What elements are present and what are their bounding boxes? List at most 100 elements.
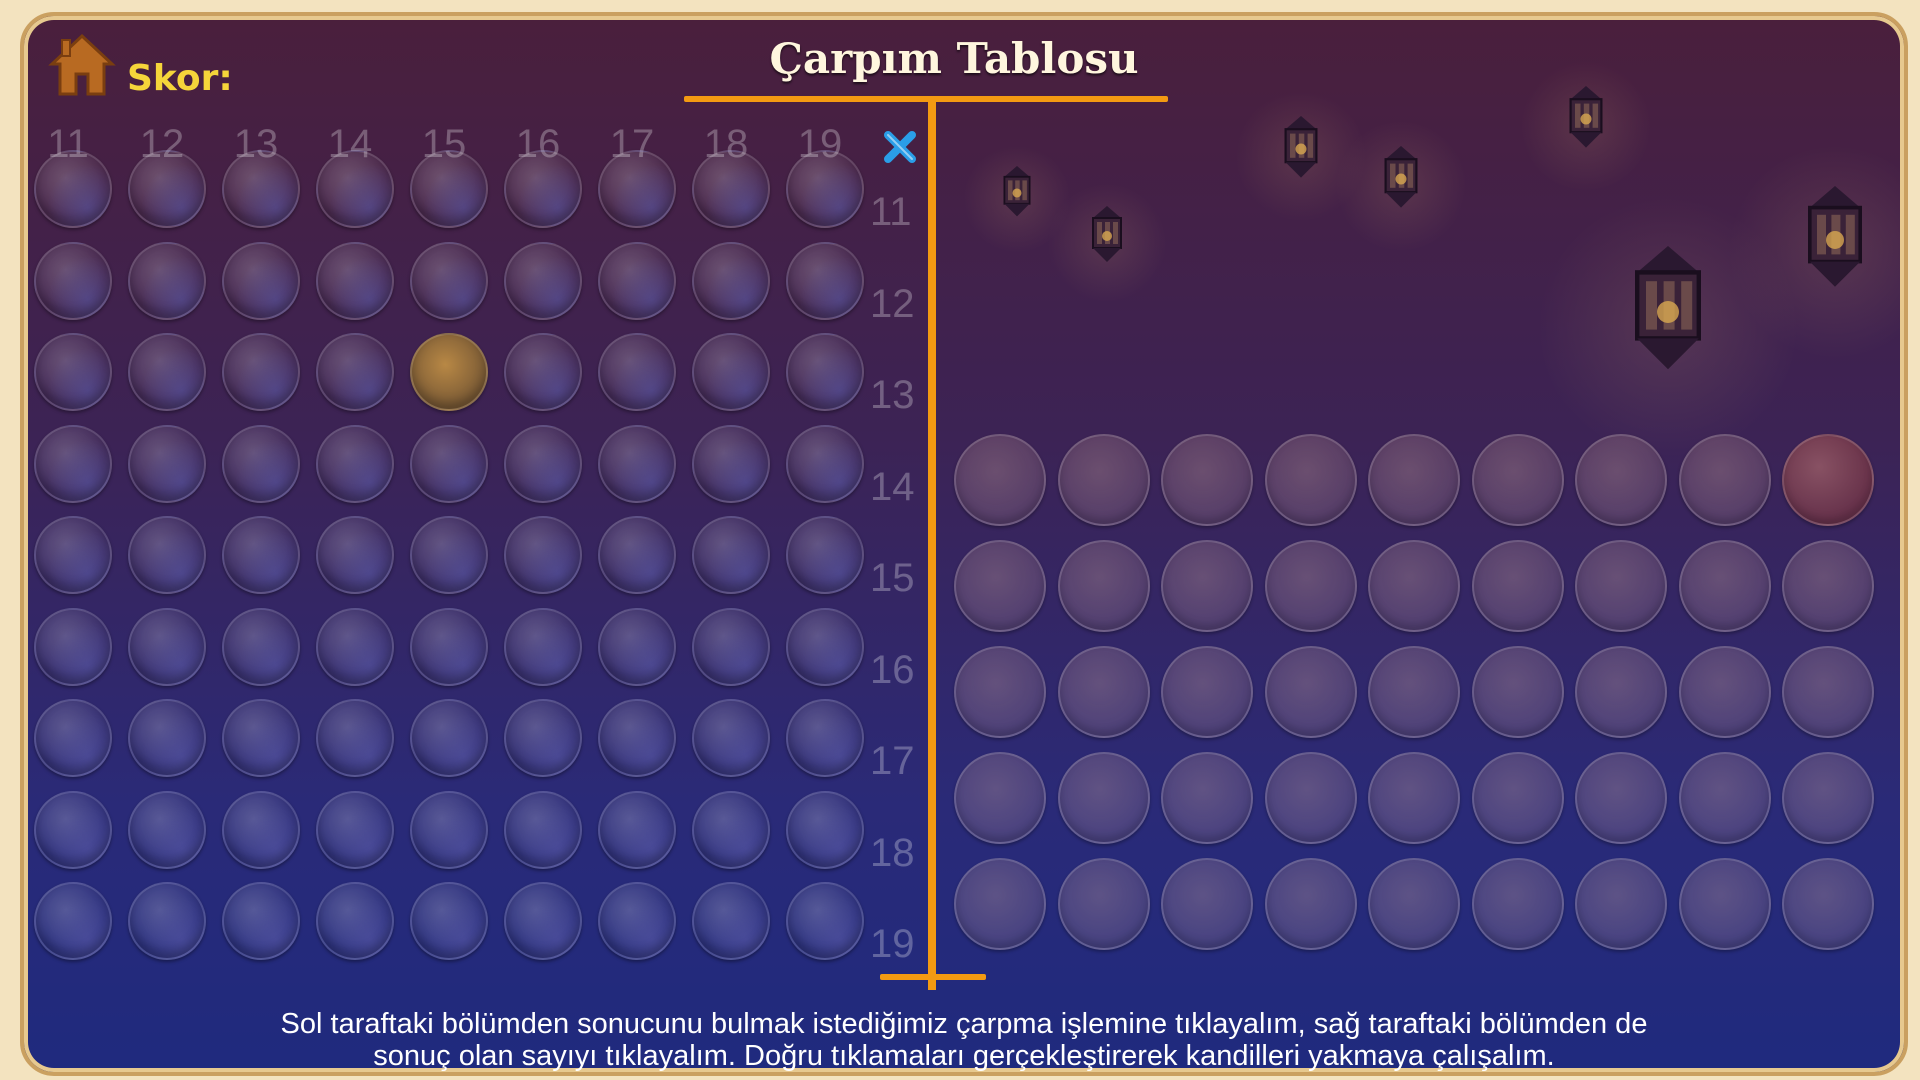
answer-cell[interactable] xyxy=(1057,646,1150,738)
question-cell[interactable] xyxy=(504,150,582,228)
answer-cell[interactable] xyxy=(1471,752,1564,844)
answer-cell[interactable] xyxy=(1782,752,1874,844)
question-cell[interactable] xyxy=(222,516,300,594)
question-cell[interactable] xyxy=(34,241,112,320)
answer-cell[interactable] xyxy=(1678,752,1771,844)
question-cell[interactable] xyxy=(504,790,582,869)
question-cell[interactable] xyxy=(34,150,112,228)
question-cell[interactable] xyxy=(504,607,582,686)
answer-cell[interactable] xyxy=(1161,540,1253,632)
answer-cell-highlighted[interactable] xyxy=(1782,434,1874,526)
answer-cell[interactable] xyxy=(1057,858,1150,950)
answer-cell[interactable] xyxy=(1161,434,1253,526)
answer-cell[interactable] xyxy=(1471,434,1564,526)
question-cell[interactable] xyxy=(222,790,300,869)
answer-cell[interactable] xyxy=(1057,434,1150,526)
question-cell[interactable] xyxy=(128,699,206,777)
question-cell[interactable] xyxy=(222,699,300,777)
question-cell[interactable] xyxy=(598,790,676,869)
question-cell[interactable] xyxy=(410,882,488,960)
question-cell[interactable] xyxy=(128,516,206,594)
answer-cell[interactable] xyxy=(1264,646,1357,738)
question-cell[interactable] xyxy=(128,333,206,411)
question-cell[interactable] xyxy=(692,699,770,777)
question-cell[interactable] xyxy=(504,424,582,503)
question-cell[interactable] xyxy=(504,882,582,960)
question-cell[interactable] xyxy=(34,790,112,869)
answer-cell[interactable] xyxy=(1782,646,1874,738)
answer-cell[interactable] xyxy=(954,752,1046,844)
question-cell[interactable] xyxy=(504,333,582,411)
question-cell[interactable] xyxy=(410,241,488,320)
question-cell[interactable] xyxy=(34,333,112,411)
question-cell[interactable] xyxy=(316,516,394,594)
answer-cell[interactable] xyxy=(1471,858,1564,950)
question-cell[interactable] xyxy=(410,790,488,869)
question-cell[interactable] xyxy=(692,790,770,869)
answer-cell[interactable] xyxy=(1368,540,1460,632)
question-cell[interactable] xyxy=(598,424,676,503)
question-cell[interactable] xyxy=(34,424,112,503)
question-cell[interactable] xyxy=(128,241,206,320)
question-cell[interactable] xyxy=(128,424,206,503)
answer-cell[interactable] xyxy=(1057,752,1150,844)
answer-cell[interactable] xyxy=(1161,858,1253,950)
question-cell[interactable] xyxy=(786,424,864,503)
question-cell[interactable] xyxy=(598,882,676,960)
question-cell[interactable] xyxy=(222,607,300,686)
question-cell[interactable] xyxy=(316,424,394,503)
question-cell[interactable] xyxy=(34,882,112,960)
question-cell[interactable] xyxy=(598,150,676,228)
question-cell[interactable] xyxy=(504,699,582,777)
answer-cell[interactable] xyxy=(954,540,1046,632)
question-cell[interactable] xyxy=(410,516,488,594)
question-cell[interactable] xyxy=(598,333,676,411)
answer-cell[interactable] xyxy=(1368,646,1460,738)
question-cell[interactable] xyxy=(222,241,300,320)
answer-cell[interactable] xyxy=(1368,752,1460,844)
answer-cell[interactable] xyxy=(1161,646,1253,738)
answer-cell[interactable] xyxy=(1161,752,1253,844)
question-cell[interactable] xyxy=(786,790,864,869)
question-cell[interactable] xyxy=(316,699,394,777)
question-cell[interactable] xyxy=(692,607,770,686)
answer-cell[interactable] xyxy=(1471,540,1564,632)
question-cell[interactable] xyxy=(598,607,676,686)
question-cell[interactable] xyxy=(692,424,770,503)
answer-cell[interactable] xyxy=(1264,434,1357,526)
answer-cell[interactable] xyxy=(1678,540,1771,632)
answer-cell[interactable] xyxy=(1368,858,1460,950)
answer-cell[interactable] xyxy=(1575,540,1667,632)
question-cell[interactable] xyxy=(316,607,394,686)
answer-cell[interactable] xyxy=(1575,434,1667,526)
answer-cell[interactable] xyxy=(1264,858,1357,950)
question-cell[interactable] xyxy=(410,424,488,503)
question-cell[interactable] xyxy=(410,699,488,777)
question-cell[interactable] xyxy=(222,882,300,960)
answer-cell[interactable] xyxy=(1678,434,1771,526)
answer-cell[interactable] xyxy=(1057,540,1150,632)
question-cell[interactable] xyxy=(34,607,112,686)
question-cell[interactable] xyxy=(316,333,394,411)
answer-cell[interactable] xyxy=(1782,540,1874,632)
question-cell-selected[interactable] xyxy=(410,333,488,411)
question-cell[interactable] xyxy=(598,699,676,777)
question-cell[interactable] xyxy=(316,150,394,228)
question-cell[interactable] xyxy=(222,333,300,411)
answer-cell[interactable] xyxy=(1575,858,1667,950)
answer-cell[interactable] xyxy=(954,858,1046,950)
answer-cell[interactable] xyxy=(1264,752,1357,844)
answer-cell[interactable] xyxy=(1782,858,1874,950)
question-cell[interactable] xyxy=(316,882,394,960)
answer-cell[interactable] xyxy=(1678,646,1771,738)
question-cell[interactable] xyxy=(128,790,206,869)
question-cell[interactable] xyxy=(786,607,864,686)
answer-cell[interactable] xyxy=(1471,646,1564,738)
question-cell[interactable] xyxy=(786,333,864,411)
question-cell[interactable] xyxy=(692,333,770,411)
home-button[interactable] xyxy=(48,32,116,98)
question-cell[interactable] xyxy=(692,150,770,228)
question-cell[interactable] xyxy=(598,241,676,320)
question-cell[interactable] xyxy=(786,699,864,777)
question-cell[interactable] xyxy=(316,241,394,320)
